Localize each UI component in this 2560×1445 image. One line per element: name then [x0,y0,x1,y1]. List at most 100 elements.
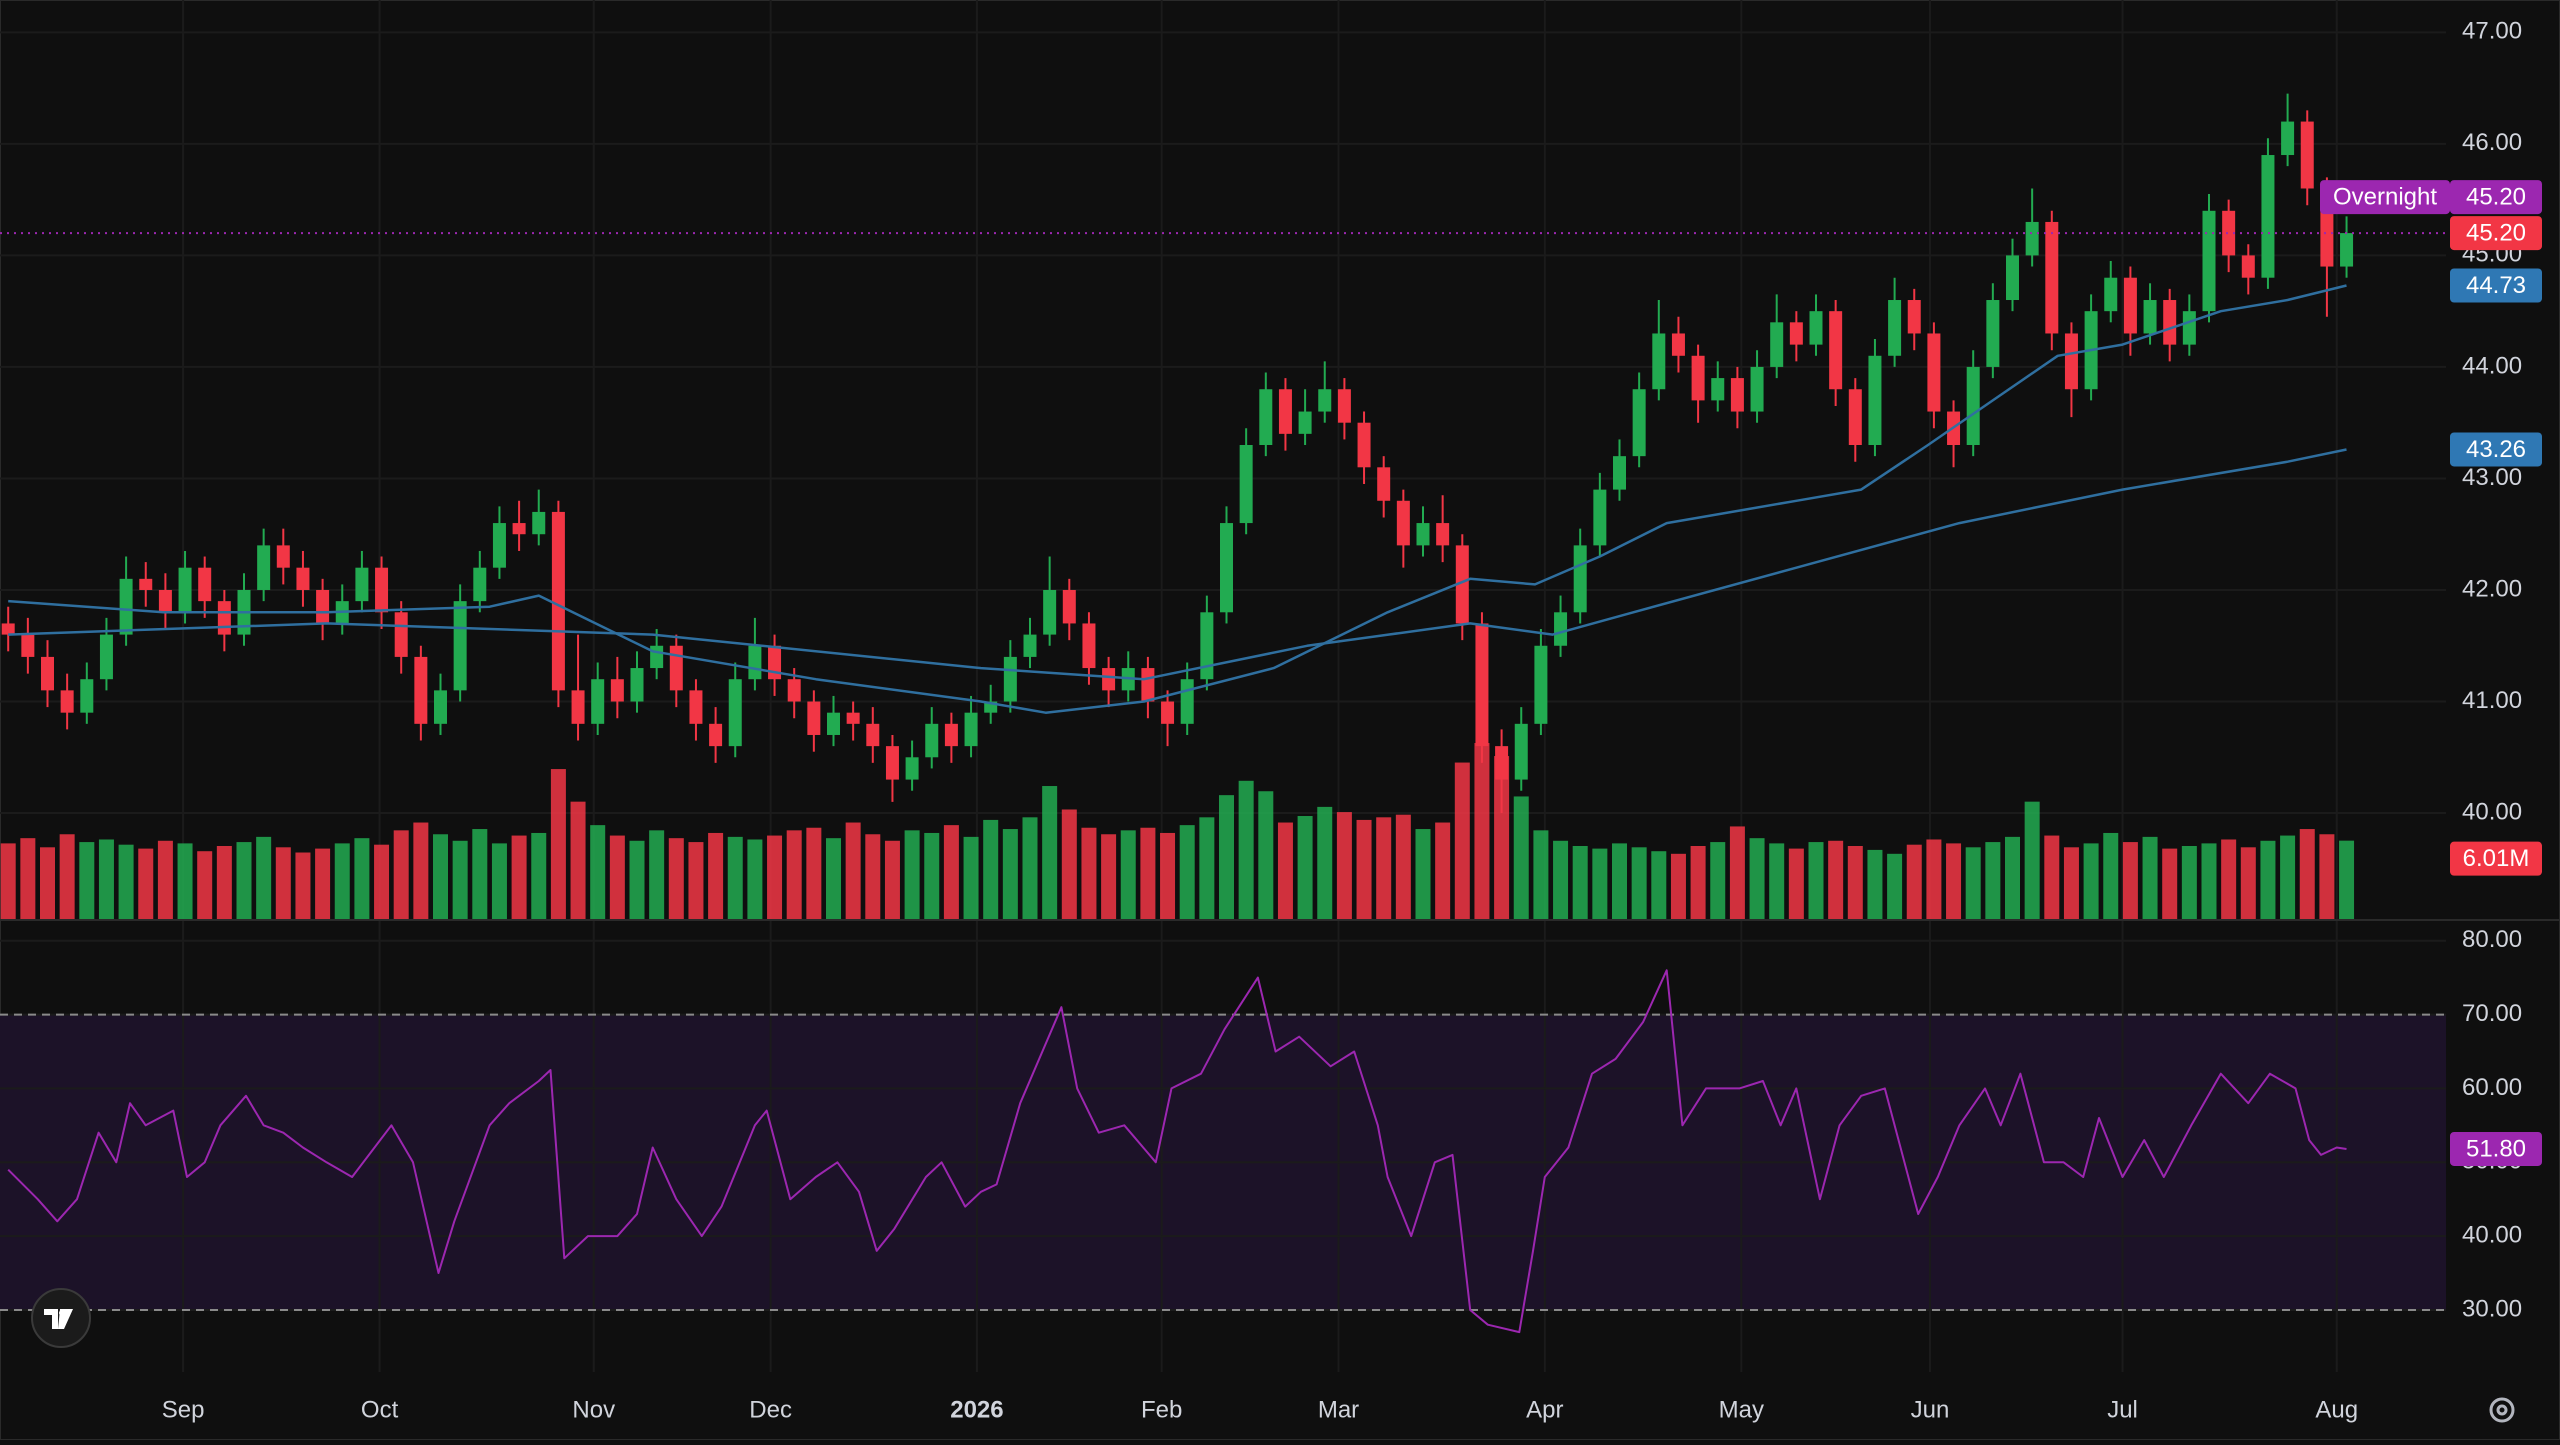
candle-body [276,545,290,568]
price-label-box [2450,268,2542,303]
volume-bar [2122,842,2138,919]
candle-body [1888,300,1902,356]
volume-bar [511,835,527,919]
volume-bar [1612,843,1627,919]
volume-bar [413,822,429,919]
candle-body [1632,389,1646,457]
volume-bar [216,845,232,919]
candle-body [2163,300,2177,345]
volume-bar [1297,816,1313,919]
candle-body [1907,300,1921,334]
volume-bar [2044,835,2060,919]
price-label-text: 44.73 [2466,272,2526,299]
volume-bar [570,801,586,919]
candle-body [1848,389,1862,446]
volume-bar [1160,832,1176,919]
moving-average [8,284,2347,714]
session-box [2320,180,2450,215]
gear-outer [2489,1397,2515,1423]
volume-bar [1631,847,1647,919]
volume-bar [20,838,36,919]
candle-body [1023,634,1037,657]
candle-body [119,578,133,635]
volume-bar [1061,809,1077,919]
volume-bar [786,830,802,919]
candle-body [60,690,74,713]
candle-body [1239,445,1253,524]
volume-bar [1435,822,1451,919]
candle-body [2025,221,2039,256]
candle-body [2064,333,2078,390]
volume-bar [177,843,193,919]
volume-bar [374,844,390,919]
price-label-text: 45.20 [2466,183,2526,210]
volume-bar [1729,826,1745,919]
volume-bar [1356,819,1372,919]
x-tick-label: Aug [2315,1396,2358,1423]
price-tick-label: 42.00 [2462,575,2522,602]
volume-bar [472,829,488,919]
price-tick-label: 46.00 [2462,129,2522,156]
volume-bar [2280,835,2296,919]
volume-bar [157,840,173,919]
volume-bar [1101,834,1117,919]
logo-mark [44,1309,73,1329]
candle-body [787,679,801,702]
volume-bar [2142,836,2158,919]
volume-bar [354,838,370,919]
volume-bar [98,839,114,919]
price-tick-label: 41.00 [2462,687,2522,714]
volume-bar [1808,842,1824,919]
volume-bar [1120,830,1136,919]
candle-body [2222,210,2236,256]
volume-bar [904,830,920,919]
candle-body [591,679,605,724]
volume-bar [1002,829,1018,919]
candle-body [768,645,782,680]
volume-bar [433,834,448,919]
volume-bar [138,848,154,919]
candle-body [1102,668,1116,691]
volume-bar [1454,762,1470,919]
volume-bar [924,832,940,919]
logo[interactable] [31,1288,91,1348]
volume-label-box [2450,841,2542,876]
volume-bar [2299,829,2315,919]
volume-bar [1317,806,1333,919]
volume-bar [118,844,134,919]
volume-bar [393,830,409,919]
volume-bar [295,852,311,919]
volume-bar [334,843,350,919]
volume-bar [1022,817,1038,919]
candle-body [1141,668,1155,702]
candle-body [748,645,762,680]
volume-bar [256,836,272,919]
candle-body [80,679,94,713]
candle-body [198,567,212,602]
volume-bar [884,840,900,919]
candle-body [1357,422,1371,468]
candle-body [2340,233,2354,267]
volume-bar [1926,839,1942,919]
volume-bar [236,842,252,919]
candle-body [827,712,840,735]
candle-body [2202,210,2216,312]
candle-body [630,668,644,702]
rsi-label-box [2450,1131,2542,1166]
x-tick-label: Oct [361,1396,399,1423]
volume-bar [1867,849,1883,919]
volume-bar [983,819,999,919]
candle-body [1436,523,1450,546]
volume-bar [2103,832,2119,919]
volume-bar [629,840,645,919]
candle-body [1396,500,1410,546]
volume-bar [550,769,566,919]
candle-body [1789,322,1803,345]
candle-body [1318,389,1332,412]
moving-average [8,448,2347,681]
settings-button[interactable] [2489,1397,2515,1423]
volume-bar [1219,795,1234,919]
volume-bar [1710,842,1726,919]
candle-body [551,511,565,691]
volume-bar [2260,840,2276,919]
